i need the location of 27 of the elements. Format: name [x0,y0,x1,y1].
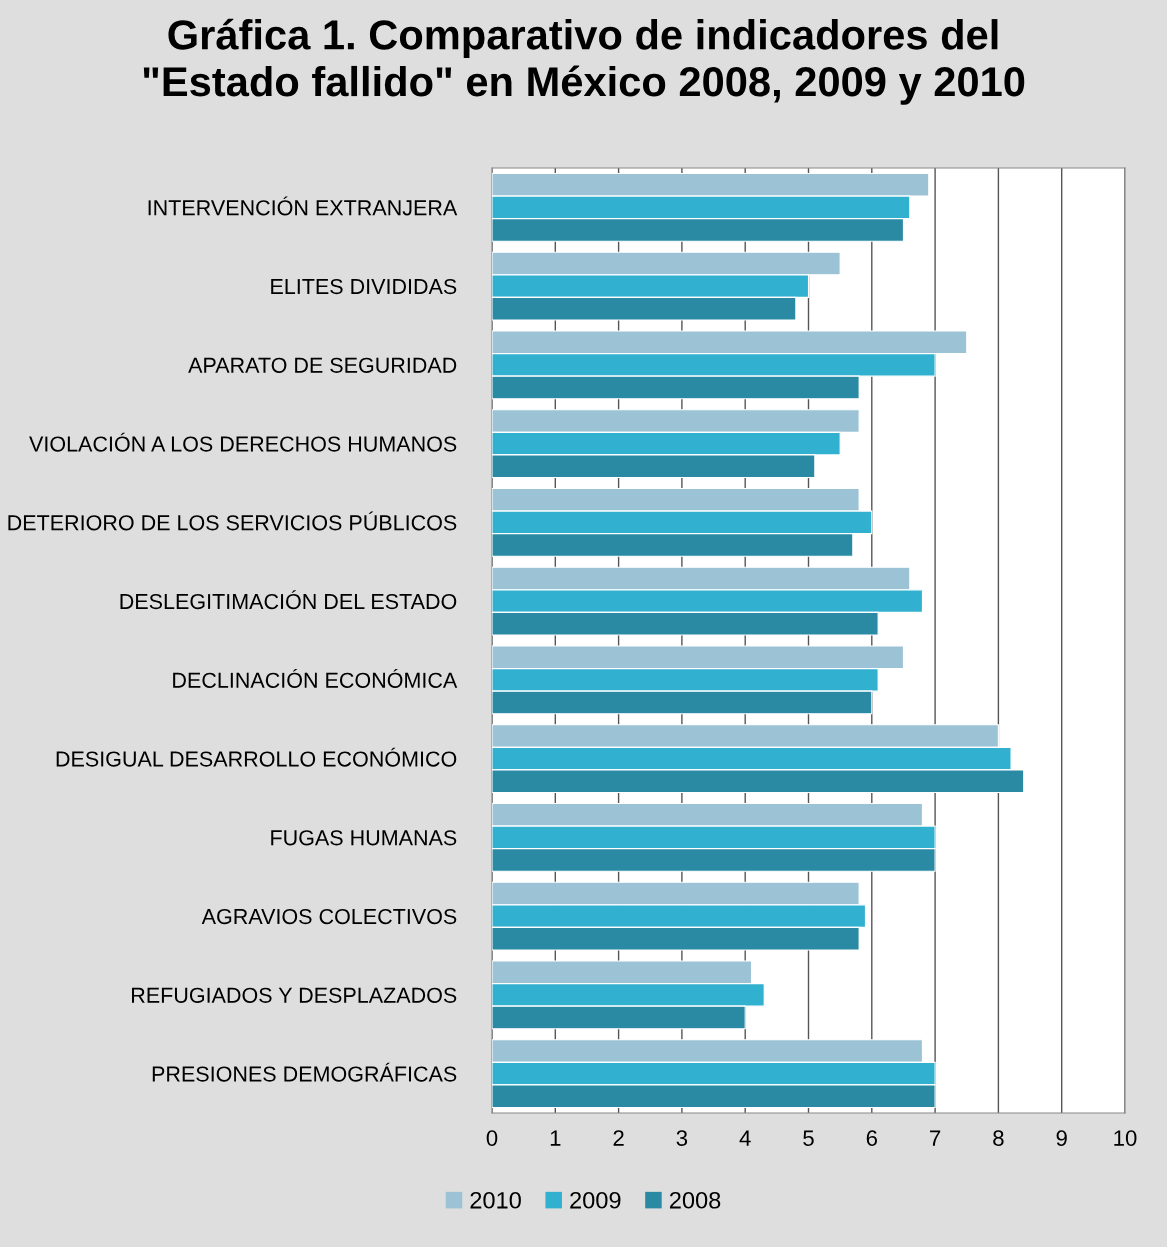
y-tick-label: PRESIONES DEMOGRÁFICAS [152,1062,457,1082]
y-tick-label: INTERVENCIÓN EXTRANJERA [148,196,458,216]
legend-label: 2010 [470,1191,521,1209]
chart-title: Gráfica 1. Comparativo de indicadores del "Estado fallido" en México 2008, 2009 y 2010 [143,18,1025,105]
x-tick-label: 4 [739,1130,751,1146]
x-tick-label: 7 [930,1130,941,1146]
legend-label: 2008 [669,1191,721,1209]
y-tick-label: AGRAVIOS COLECTIVOS [201,908,457,925]
x-tick-label: 3 [676,1130,688,1146]
x-tick-label: 9 [1056,1130,1067,1146]
x-tick-label: 10 [1114,1130,1137,1146]
y-tick-label: VIOLACIÓN A LOS DERECHOS HUMANOS [29,432,457,452]
x-tick-label: 8 [993,1130,1004,1146]
x-tick-label: 2 [613,1130,624,1146]
x-tick-label: 1 [550,1130,561,1146]
y-tick-label: REFUGIADOS Y DESPLAZADOS [132,987,457,1003]
y-tick-label: DESLEGITIMACIÓN DEL ESTADO [120,590,457,610]
y-tick-label: FUGAS HUMANAS [271,830,457,846]
legend-label: 2009 [570,1191,621,1209]
x-tick-label: 5 [803,1130,814,1146]
x-tick-label: 6 [866,1130,877,1146]
y-tick-label: DECLINACIÓN ECONÓMICA [173,669,458,688]
x-tick-label: 0 [486,1130,498,1146]
y-tick-label: DETERIORO DE LOS SERVICIOS PÚBLICOS [8,511,457,531]
y-tick-label: ELITES DIVIDIDAS [271,278,457,295]
y-tick-label: APARATO DE SEGURIDAD [188,357,457,373]
y-tick-label: DESIGUAL DESARROLLO ECONÓMICO [56,747,457,767]
